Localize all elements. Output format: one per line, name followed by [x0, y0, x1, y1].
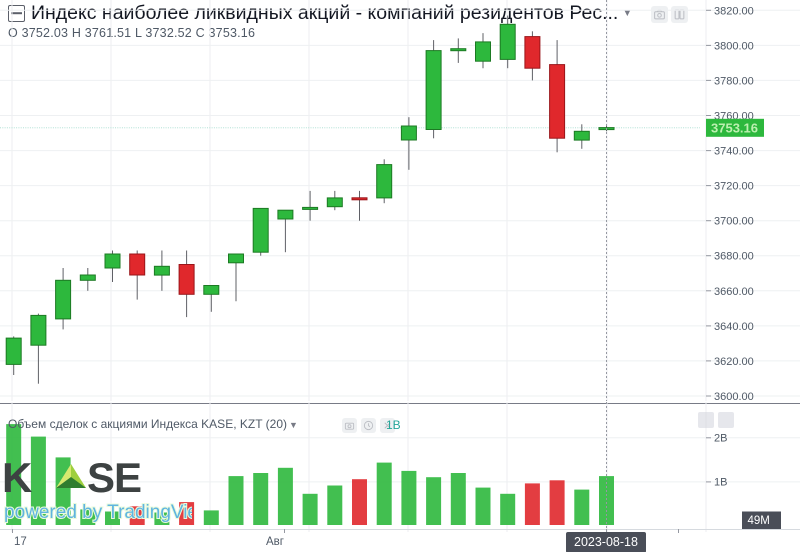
svg-text:3660.00: 3660.00: [714, 286, 754, 298]
svg-text:3820.00: 3820.00: [714, 5, 754, 17]
svg-text:3640.00: 3640.00: [714, 321, 754, 333]
svg-text:SE: SE: [87, 454, 141, 501]
svg-text:1B: 1B: [714, 477, 727, 489]
svg-text:3740.00: 3740.00: [714, 146, 754, 158]
svg-text:2B: 2B: [714, 433, 727, 445]
svg-text:3600.00: 3600.00: [714, 391, 754, 401]
svg-text:3753.16: 3753.16: [711, 120, 758, 135]
svg-text:3720.00: 3720.00: [714, 181, 754, 193]
svg-text:K: K: [2, 454, 32, 501]
svg-text:3680.00: 3680.00: [714, 251, 754, 263]
svg-text:3700.00: 3700.00: [714, 216, 754, 228]
svg-text:3780.00: 3780.00: [714, 75, 754, 87]
svg-text:powered by TradingView: powered by TradingView: [4, 502, 192, 523]
svg-text:49M: 49M: [748, 515, 770, 527]
svg-text:3620.00: 3620.00: [714, 356, 754, 368]
svg-text:3800.00: 3800.00: [714, 40, 754, 52]
